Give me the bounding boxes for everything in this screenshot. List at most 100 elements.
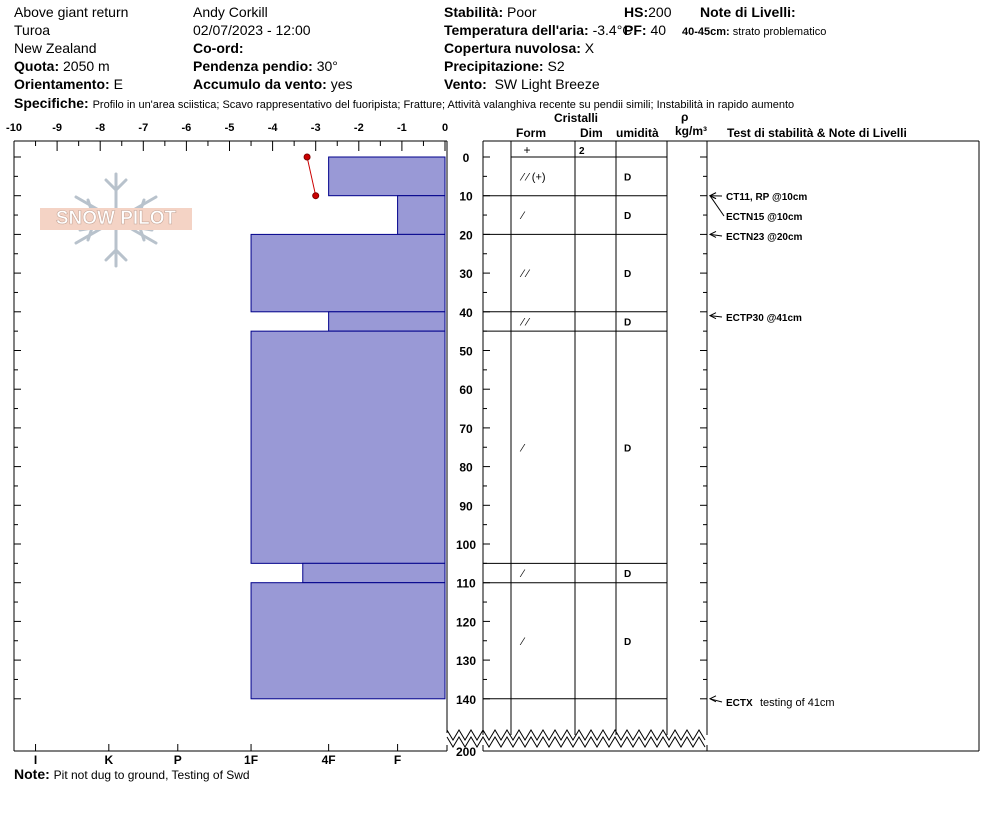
col-rho: ρ [681, 110, 689, 124]
temperature-point [303, 153, 311, 161]
depth-tick-label: 120 [456, 615, 476, 629]
layer-form: ⁄ ⁄ [519, 268, 531, 280]
depth-tick-label: 80 [459, 461, 473, 475]
air-temp: Temperatura dell'aria: -3.4°C [444, 22, 632, 38]
notes-line: 40-45cm: strato problematico [682, 24, 826, 40]
test-arrow-line [709, 195, 725, 217]
wind-load-label: Accumulo da vento: [193, 76, 327, 92]
depth-tick-label: 20 [459, 228, 473, 242]
orient-value: E [113, 76, 123, 92]
test-label: CT11, RP @10cm [726, 192, 807, 203]
depth-tick-label: 90 [459, 499, 473, 513]
hs: HS:200 [624, 4, 671, 20]
layer-form: ⁄ ⁄ (+) [519, 171, 546, 183]
layer-moisture: D [624, 569, 631, 580]
orient-label: Orientamento: [14, 76, 110, 92]
hardness-bar [328, 311, 446, 332]
pf-label: PF: [624, 22, 647, 38]
temp-tick-label: -4 [268, 122, 279, 134]
cloud-label: Copertura nuvolosa: [444, 40, 581, 56]
layer-form: ⁄ [519, 442, 526, 454]
quota-label: Quota: [14, 58, 60, 74]
depth-tick-label: 200 [456, 745, 476, 759]
col-tests: Test di stabilità & Note di Livelli [727, 126, 907, 140]
air-temp-value: -3.4°C [592, 22, 633, 38]
test-label: ECTP30 @41cm [726, 313, 802, 324]
notes-depth: 40-45cm: [682, 26, 730, 38]
test-label: ECTN23 @20cm [726, 232, 803, 243]
hardness-tick-label: P [174, 753, 182, 767]
hardness-tick-label: K [104, 753, 113, 767]
test-label: ECTX [726, 698, 753, 709]
temp-tick-label: -7 [138, 122, 148, 134]
wind: Vento: SW Light Breeze [444, 76, 600, 92]
cloud: Copertura nuvolosa: X [444, 40, 594, 56]
area: Turoa [14, 22, 51, 38]
col-cristalli: Cristalli [554, 111, 599, 125]
pf-value: 40 [650, 22, 667, 38]
test-label: ECTN15 @10cm [726, 212, 803, 223]
stability-label: Stabilità: [444, 4, 504, 20]
air-temp-label: Temperatura dell'aria: [444, 22, 589, 38]
coord-label: Co-ord: [193, 40, 244, 56]
axis-break-line [446, 736, 706, 748]
depth-tick-label: 100 [456, 538, 476, 552]
test-arrow-head [708, 192, 717, 200]
depth-tick-label: 130 [456, 654, 476, 668]
layer-form: ⁄ [519, 568, 526, 580]
hs-value: 200 [648, 4, 672, 20]
wind-value: SW Light Breeze [494, 76, 600, 92]
hardness-tick-label: I [34, 753, 37, 767]
temp-tick-label: -6 [182, 122, 192, 134]
temp-tick-label: -9 [52, 122, 62, 134]
stability: Stabilità: Poor [444, 4, 537, 20]
depth-tick-label: 10 [459, 190, 473, 204]
precip: Precipitazione: S2 [444, 58, 565, 74]
slope-value: 30° [316, 58, 338, 74]
hardness-tick-label: F [394, 753, 401, 767]
hardness-bar [250, 582, 446, 700]
depth-tick-label: 110 [456, 577, 476, 591]
layer-moisture: D [624, 317, 631, 328]
depth-tick-label: 30 [459, 267, 473, 281]
col-dim: Dim [580, 126, 603, 140]
footer-note: Note: Pit not dug to ground, Testing of … [14, 766, 250, 783]
depth-tick-label: 40 [459, 306, 473, 320]
precip-value: S2 [547, 58, 565, 74]
specifiche: Specifiche: Profilo in un'area sciistica… [14, 95, 794, 113]
temp-tick-label: -1 [397, 122, 407, 134]
pf: PF: 40 [624, 22, 666, 38]
snowpilot-logo: SNOW PILOT [40, 170, 192, 270]
slope-label: Pendenza pendio: [193, 58, 313, 74]
layer-form: ⁄ [519, 636, 526, 648]
spec-text: Profilo in un'area sciistica; Scavo rapp… [92, 99, 795, 111]
wind-load: Accumulo da vento: yes [193, 76, 352, 92]
country: New Zealand [14, 40, 97, 56]
temperature-line [306, 156, 317, 196]
hardness-tick-label: 1F [244, 753, 258, 767]
layer-moisture: D [624, 172, 631, 183]
hardness-bar [302, 562, 446, 584]
hardness-tick-label: 4F [322, 753, 336, 767]
temperature-point [312, 192, 320, 200]
depth-tick-label: 60 [459, 383, 473, 397]
note-label: Note: [14, 766, 50, 782]
test-arrow-head [708, 695, 717, 703]
wind-label: Vento: [444, 76, 487, 92]
temp-tick-label: 0 [442, 122, 448, 134]
depth-tick-label: 70 [459, 422, 473, 436]
layer-form: ⁄ ⁄ [519, 316, 531, 328]
observer: Andy Corkill [193, 4, 268, 20]
layer-moisture: D [624, 269, 631, 280]
notes-text: strato problematico [732, 26, 827, 38]
note-text: Pit not dug to ground, Testing of Swd [53, 768, 250, 782]
quota-value: 2050 m [63, 58, 110, 74]
stability-value: Poor [507, 4, 537, 20]
layer-moisture: D [624, 443, 631, 454]
quota: Quota: 2050 m [14, 58, 110, 74]
col-form: Form [516, 126, 546, 140]
test-arrow-head [708, 312, 717, 320]
test-arrow-line [709, 315, 723, 318]
location: Above giant return [14, 4, 129, 20]
